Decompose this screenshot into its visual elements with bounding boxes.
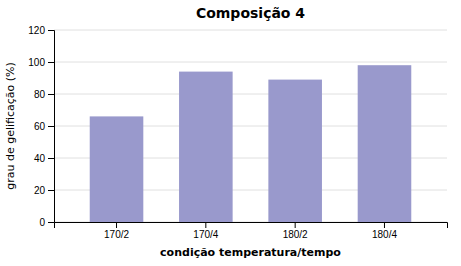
y-axis-line: [48, 31, 55, 223]
y-tick: 0: [39, 217, 54, 228]
x-tick-mark: [295, 222, 296, 228]
x-tick: 170/4: [193, 222, 218, 240]
y-tick-label: 120: [28, 25, 45, 36]
x-tick-mark: [384, 222, 385, 228]
y-tick-mark: [48, 126, 54, 127]
title: Composição 4: [196, 5, 305, 21]
y-tick-mark: [48, 158, 54, 159]
x-tick-label: 170/2: [104, 229, 129, 240]
y-tick-mark: [48, 94, 54, 95]
grid: [54, 30, 447, 222]
x-tick-label: 180/4: [372, 229, 397, 240]
y-tick-mark: [48, 222, 54, 223]
y-tick-label: 60: [34, 121, 46, 132]
y-tick: 40: [34, 153, 54, 164]
y-tick-mark: [48, 30, 54, 31]
x-tick-mark: [205, 222, 206, 228]
y-tick-label: 0: [39, 217, 45, 228]
chart-container: 0 20 40 60 80 100 120 170/2 170/4 180/2 180/4 Compo…: [0, 0, 461, 266]
bar: [90, 116, 144, 222]
grid-line: [54, 30, 447, 31]
x-tick: 170/2: [104, 222, 129, 240]
y-axis-title: grau de gelificação (%): [4, 62, 17, 190]
y-tick: 20: [34, 185, 54, 196]
x-tick-label: 180/2: [283, 229, 308, 240]
chart-svg: 0 20 40 60 80 100 120 170/2 170/4 180/2 180/4 Compo…: [0, 0, 461, 266]
y-tick-label: 100: [28, 57, 45, 68]
y-tick: 60: [34, 121, 54, 132]
bars: [90, 65, 412, 222]
y-tick-label: 20: [34, 185, 46, 196]
x-axis: 170/2 170/4 180/2 180/4: [55, 222, 448, 240]
x-tick-mark: [116, 222, 117, 228]
y-axis: 0 20 40 60 80 100 120: [28, 25, 54, 228]
bar: [268, 80, 322, 222]
x-axis-title: condição temperatura/tempo: [160, 246, 341, 259]
y-tick-label: 80: [34, 89, 46, 100]
x-tick: 180/2: [283, 222, 308, 240]
plot: 0 20 40 60 80 100 120 170/2 170/4 180/2 180/4: [28, 25, 447, 240]
grid-line: [54, 62, 447, 63]
y-tick-mark: [48, 62, 54, 63]
y-tick: 100: [28, 57, 54, 68]
bar: [179, 72, 233, 222]
y-tick-mark: [48, 190, 54, 191]
y-tick-label: 40: [34, 153, 46, 164]
bar: [358, 65, 412, 222]
x-axis-line: [55, 223, 448, 229]
x-tick-label: 170/4: [193, 229, 218, 240]
x-tick: 180/4: [372, 222, 397, 240]
y-tick: 80: [34, 89, 54, 100]
y-tick: 120: [28, 25, 54, 36]
